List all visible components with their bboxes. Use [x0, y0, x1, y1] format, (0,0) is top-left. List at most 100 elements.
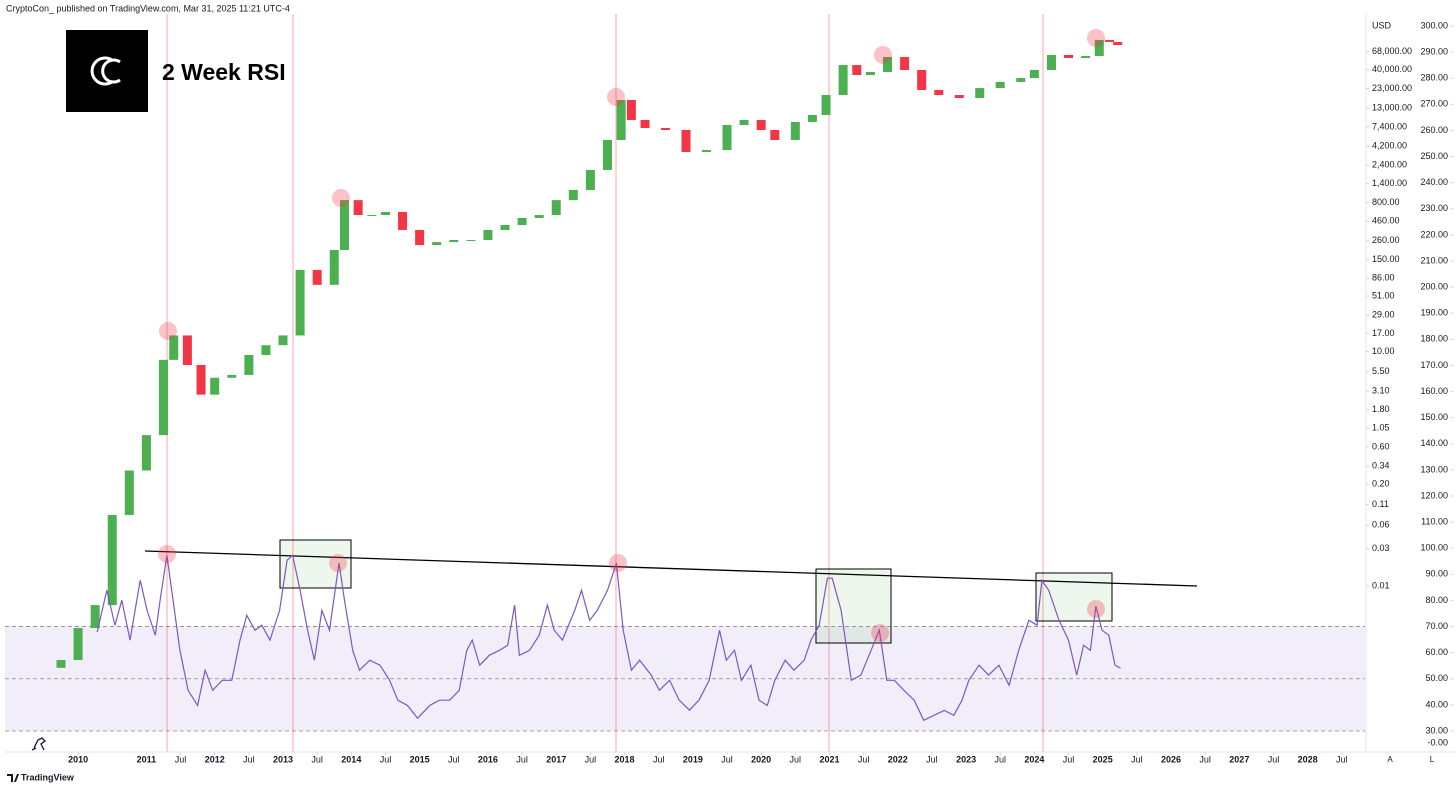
x-tick-label: 2017 — [546, 754, 566, 764]
candle — [900, 56, 910, 70]
candle — [141, 435, 151, 471]
candle — [517, 218, 527, 226]
candle — [661, 128, 671, 130]
candle — [975, 88, 985, 98]
x-tick-label: 2026 — [1161, 754, 1181, 764]
candle — [883, 56, 893, 73]
footer-logo — [7, 774, 19, 782]
x-tick-label: Jul — [994, 754, 1006, 764]
peak-marker — [1087, 600, 1105, 618]
logo-mark — [90, 56, 121, 86]
x-tick-label: Jul — [1063, 754, 1075, 764]
candle — [196, 365, 206, 395]
x-tick-label: 2024 — [1024, 754, 1044, 764]
x-tick-label: 2022 — [888, 754, 908, 764]
x-tick-label: Jul — [175, 754, 187, 764]
chart-title: 2 Week RSI — [162, 59, 286, 85]
candle — [182, 335, 192, 366]
y2-tick-label: 220.00 — [1420, 229, 1448, 239]
y-tick-label: 3.10 — [1372, 386, 1390, 396]
trend-line — [144, 550, 1198, 587]
candle — [312, 269, 322, 285]
candle — [415, 229, 425, 246]
x-tick-label: 2016 — [478, 754, 498, 764]
candle — [602, 140, 612, 170]
candle — [169, 335, 179, 360]
y2-tick-label: 240.00 — [1420, 177, 1448, 187]
candle — [865, 72, 875, 75]
candle — [483, 229, 493, 240]
x-tick-label: Jul — [1131, 754, 1143, 764]
y2-tick-label: 80.00 — [1425, 595, 1448, 605]
auto-scale-button[interactable]: A — [1387, 755, 1393, 764]
candle — [756, 120, 766, 130]
y-tick-label: 51.00 — [1372, 290, 1395, 300]
candle — [295, 269, 305, 336]
candle — [568, 189, 578, 201]
y-tick-label: 7,400.00 — [1372, 121, 1407, 131]
candle — [329, 250, 339, 285]
candle — [244, 354, 254, 375]
y2-tick-label: 200.00 — [1420, 281, 1448, 291]
candle — [739, 120, 749, 125]
candle — [261, 345, 271, 355]
peak-marker — [874, 46, 892, 64]
candle — [995, 81, 1005, 89]
log-scale-button[interactable]: L — [1430, 755, 1435, 764]
y-tick-label: 4,200.00 — [1372, 141, 1407, 151]
x-tick-label: 2018 — [615, 754, 635, 764]
y2-tick-label: 170.00 — [1420, 360, 1448, 370]
candle — [367, 214, 377, 216]
y2-tick-label: 100.00 — [1420, 543, 1448, 553]
peak-marker — [329, 554, 347, 572]
footer-brand: TradingView — [21, 772, 75, 782]
candle — [227, 374, 237, 378]
x-tick-label: Jul — [311, 754, 323, 764]
candle — [339, 200, 349, 251]
candle — [1016, 78, 1026, 82]
candle — [380, 212, 390, 215]
candle — [551, 200, 561, 215]
x-tick-label: Jul — [721, 754, 733, 764]
y2-tick-label: 250.00 — [1420, 151, 1448, 161]
candle — [56, 660, 66, 668]
y-tick-label: 0.20 — [1372, 479, 1390, 489]
x-tick-label: Jul — [1268, 754, 1280, 764]
candle — [852, 65, 862, 75]
x-tick-label: Jul — [516, 754, 528, 764]
peak-marker — [158, 545, 176, 563]
y-tick-label: 0.01 — [1372, 580, 1390, 590]
y-tick-label: 0.34 — [1372, 461, 1390, 471]
candle — [702, 150, 712, 152]
x-tick-label: Jul — [1199, 754, 1211, 764]
candle — [1064, 55, 1074, 59]
x-tick-label: Jul — [790, 754, 802, 764]
candle — [917, 69, 927, 91]
y2-tick-label: 290.00 — [1420, 46, 1448, 56]
x-tick-label: 2015 — [410, 754, 430, 764]
candle — [616, 99, 626, 141]
y2-tick-label: 30.00 — [1425, 725, 1448, 735]
x-tick-label: Jul — [653, 754, 665, 764]
candle — [353, 200, 363, 215]
candle — [640, 120, 650, 129]
y2-tick-label: 160.00 — [1420, 386, 1448, 396]
publisher-header: CryptoCon_ published on TradingView.com,… — [6, 3, 290, 13]
x-tick-label: 2011 — [137, 754, 157, 764]
x-tick-label: 2027 — [1229, 754, 1249, 764]
candle — [838, 65, 848, 96]
y-tick-label: 0.60 — [1372, 441, 1390, 451]
y2-tick-label: 110.00 — [1421, 516, 1448, 526]
y2-tick-label: 230.00 — [1420, 203, 1448, 213]
y2-tick-label: 140.00 — [1420, 438, 1448, 448]
candle — [1094, 40, 1104, 57]
y-tick-label: 800.00 — [1372, 197, 1400, 207]
y2-tick-label: 120.00 — [1420, 490, 1448, 500]
y-tick-label: 1.05 — [1372, 422, 1390, 432]
y2-tick-label: 40.00 — [1425, 699, 1448, 709]
y2-tick-label: 270.00 — [1420, 99, 1448, 109]
y2-tick-label: 150.00 — [1420, 412, 1448, 422]
candle — [934, 90, 944, 96]
peak-marker — [607, 88, 625, 106]
